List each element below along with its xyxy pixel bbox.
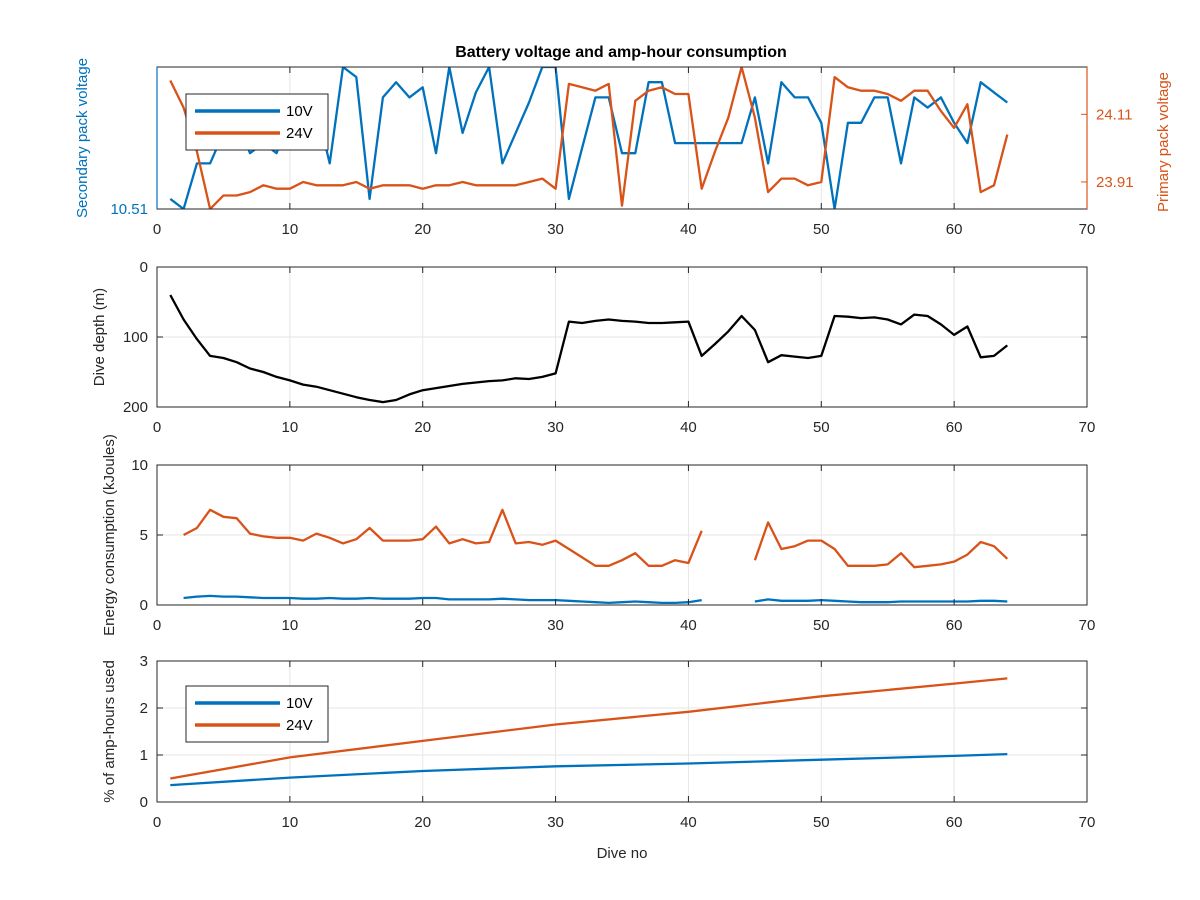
x-tick-label: 70	[1079, 814, 1096, 831]
y-tick-label: 1	[140, 747, 148, 764]
x-axis-label: Dive no	[597, 845, 648, 862]
x-tick-label: 20	[414, 221, 431, 238]
y-tick-label-right: 23.91	[1096, 174, 1134, 191]
series-line-10v	[170, 752, 1008, 787]
x-tick-label: 60	[946, 419, 963, 436]
x-tick-label: 40	[680, 419, 697, 436]
y-tick-label: 200	[123, 399, 148, 416]
x-tick-label: 10	[282, 419, 299, 436]
x-tick-label: 20	[414, 617, 431, 634]
x-tick-label: 60	[946, 814, 963, 831]
x-tick-label: 0	[153, 419, 161, 436]
legend-label: 10V	[286, 103, 313, 120]
series-line-24v	[183, 508, 1009, 569]
y-tick-label: 3	[140, 653, 148, 670]
plot-panel-1	[156, 66, 1088, 210]
plot-panel-3	[156, 464, 1088, 606]
x-tick-label: 40	[680, 221, 697, 238]
x-tick-label: 50	[813, 814, 830, 831]
axes-frame	[156, 660, 1088, 803]
y-tick-label: 0	[140, 597, 148, 614]
y-axis-label-right: Primary pack voltage	[1155, 72, 1172, 212]
x-tick-label: 30	[547, 419, 564, 436]
legend	[185, 685, 329, 743]
legend-label: 24V	[286, 717, 313, 734]
figure-title: Battery voltage and amp-hour consumption	[455, 44, 787, 61]
x-tick-label: 50	[813, 617, 830, 634]
x-tick-label: 60	[946, 221, 963, 238]
y-tick-label-right: 24.11	[1096, 106, 1132, 123]
legend-box	[185, 685, 329, 743]
series-line-24v	[169, 67, 1009, 209]
x-tick-label: 0	[153, 617, 161, 634]
y-axis-label: Dive depth (m)	[91, 288, 108, 386]
x-tick-label: 40	[680, 617, 697, 634]
x-tick-label: 40	[680, 814, 697, 831]
x-tick-label: 70	[1079, 419, 1096, 436]
x-tick-label: 60	[946, 617, 963, 634]
y-axis-label: % of amp-hours used	[101, 660, 118, 803]
y-tick-label: 0	[140, 259, 148, 276]
x-tick-label: 10	[282, 814, 299, 831]
series-line-24v	[170, 677, 1008, 780]
series-line-10v	[183, 594, 1008, 605]
y-tick-label: 0	[140, 794, 148, 811]
y-axis-label: Secondary pack voltage	[74, 58, 91, 218]
plot-panel-4	[156, 660, 1088, 803]
y-tick-label: 100	[123, 329, 148, 346]
legend-label: 24V	[286, 125, 313, 142]
x-tick-label: 10	[282, 221, 299, 238]
x-tick-label: 10	[282, 617, 299, 634]
y-axis-label: Energy consumption (kJoules)	[101, 434, 118, 636]
x-tick-label: 70	[1079, 221, 1096, 238]
y-tick-label: 10.51	[110, 201, 148, 218]
x-tick-label: 0	[153, 814, 161, 831]
series-line-depth	[169, 294, 1009, 404]
x-tick-label: 0	[153, 221, 161, 238]
y-tick-label: 10	[131, 457, 148, 474]
x-tick-label: 30	[547, 221, 564, 238]
x-tick-label: 50	[813, 419, 830, 436]
y-tick-label: 2	[140, 700, 148, 717]
legend-label: 10V	[286, 695, 313, 712]
legend	[185, 93, 329, 151]
x-tick-label: 20	[414, 814, 431, 831]
x-tick-label: 70	[1079, 617, 1096, 634]
legend-box	[185, 93, 329, 151]
x-tick-label: 50	[813, 221, 830, 238]
plot-panel-2	[156, 266, 1088, 408]
x-tick-label: 30	[547, 814, 564, 831]
y-tick-label: 5	[140, 527, 148, 544]
x-tick-label: 20	[414, 419, 431, 436]
x-tick-label: 30	[547, 617, 564, 634]
